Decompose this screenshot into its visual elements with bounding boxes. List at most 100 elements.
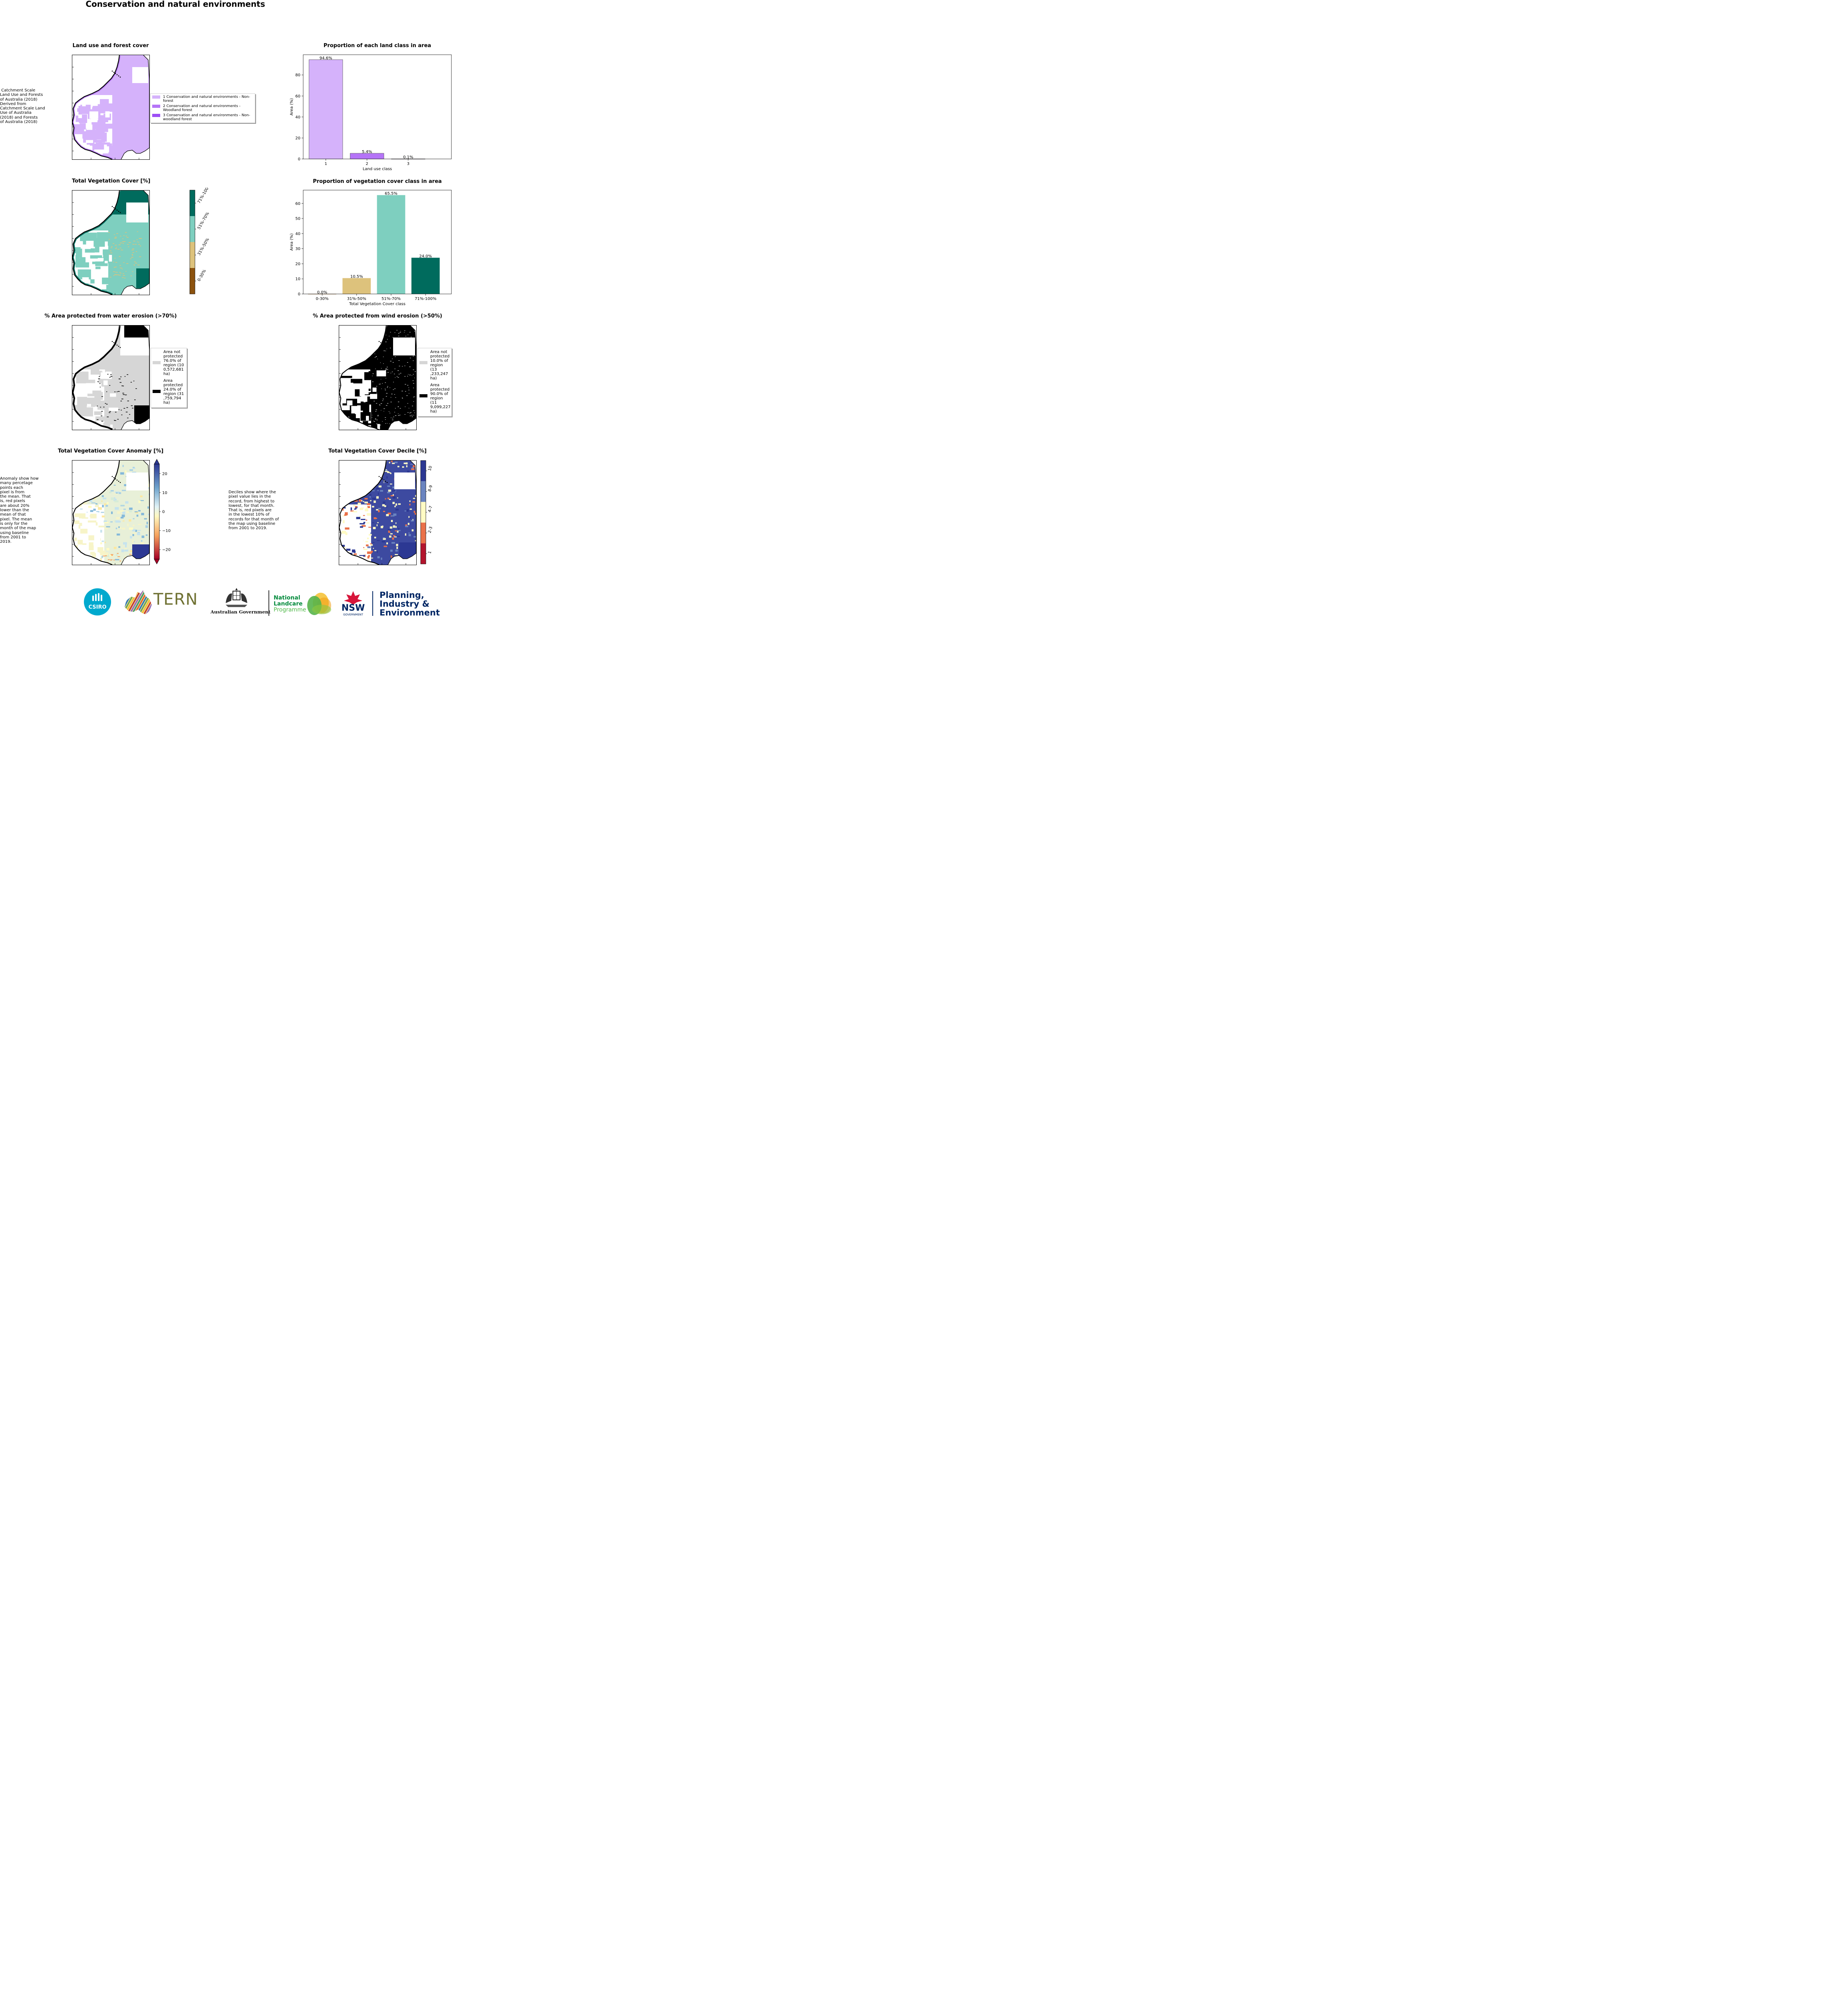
- map-unprotected-speck: [381, 368, 382, 369]
- map-decile-patch: [389, 499, 391, 500]
- map-decile-patch: [395, 554, 398, 555]
- anomaly-map: [72, 460, 150, 565]
- map-anomaly-patch: [106, 548, 109, 551]
- map-gap: [103, 380, 108, 385]
- x-tick-label: 0-30%: [316, 297, 328, 301]
- map-protected-patch: [126, 407, 128, 408]
- y-tick-label: 0: [298, 157, 300, 162]
- island: [115, 478, 116, 480]
- island: [378, 476, 380, 477]
- map-gap: [87, 404, 91, 407]
- map-protected-patch: [97, 419, 99, 420]
- map-gap: [393, 337, 415, 355]
- map-anomaly-patch: [137, 524, 142, 525]
- map-decile-patch: [345, 483, 348, 485]
- land-use-legend-item-1: 1 Conservation and natural environments …: [152, 95, 253, 103]
- map-decile-patch: [377, 489, 379, 491]
- map-patch: [341, 376, 352, 378]
- land-use-legend-item-2: 2 Conservation and natural environments …: [152, 104, 253, 112]
- map-patch: [360, 412, 371, 421]
- map-decile-patch: [372, 479, 374, 481]
- map-anomaly-patch: [78, 489, 82, 492]
- map-patch: [98, 140, 102, 145]
- x-tick-label: 31%-50%: [347, 297, 366, 301]
- map-decile-patch: [371, 550, 373, 553]
- map-decile-patch: [392, 502, 395, 504]
- map-dry-patch: [125, 232, 127, 233]
- map-decile-patch: [391, 520, 393, 522]
- map-anomaly-patch: [118, 526, 120, 528]
- map-gap: [366, 416, 369, 421]
- bar-value-label: 94.6%: [320, 56, 332, 60]
- map-decile-patch: [377, 522, 379, 523]
- coastline: [339, 326, 387, 430]
- map-decile-patch: [352, 487, 355, 489]
- map-decile-patch: [409, 500, 411, 502]
- tern-logo-text: TERN: [153, 590, 198, 609]
- map-decile-patch: [402, 466, 404, 468]
- map-protected-patch: [130, 382, 132, 383]
- map-decile-patch: [406, 509, 409, 512]
- map-decile-patch: [389, 462, 390, 464]
- map-decile-patch: [387, 471, 389, 473]
- map-decile-patch: [360, 508, 364, 510]
- map-decile-patch: [368, 479, 370, 482]
- map-anomaly-patch: [126, 511, 129, 513]
- y-tick-label: 0: [298, 292, 300, 297]
- map-protected-patch: [105, 403, 106, 404]
- map-gap: [89, 111, 99, 119]
- map-unprotected-speck: [404, 330, 405, 331]
- map-decile-patch: [355, 557, 356, 558]
- map-anomaly-patch: [141, 535, 145, 538]
- map-decile-patch: [389, 526, 393, 529]
- map-anomaly-patch: [132, 534, 134, 536]
- map-unprotected-speck: [387, 372, 389, 373]
- map-gap: [376, 370, 386, 377]
- map-anomaly-patch: [118, 546, 121, 548]
- island: [118, 75, 119, 77]
- map-unprotected-speck: [402, 397, 403, 398]
- map-anomaly-patch: [120, 516, 124, 519]
- map-decile-patch: [362, 479, 365, 481]
- map-anomaly-patch: [99, 486, 104, 489]
- colorbar-segment: [421, 522, 426, 544]
- x-tick-label: 71%-100%: [415, 297, 436, 301]
- map-decile-patch: [374, 536, 376, 538]
- map-dry-patch: [122, 241, 124, 242]
- map-low-anomaly: [127, 558, 130, 560]
- map-protected-patch: [107, 374, 109, 375]
- tern-australia-icon: [125, 590, 152, 614]
- map-anomaly-patch: [105, 505, 108, 507]
- map-anomaly-patch: [86, 492, 88, 495]
- map-patch: [86, 397, 98, 404]
- legend-label-line: protected: [430, 387, 450, 392]
- map-gap: [343, 417, 348, 423]
- island: [385, 345, 386, 347]
- landcare-line-2: Landcare: [274, 601, 303, 607]
- map-anomaly-patch: [122, 520, 125, 522]
- map-anomaly-patch: [85, 496, 87, 498]
- map-dry-patch: [123, 235, 125, 236]
- map-protected-patch: [110, 376, 113, 377]
- map-decile-patch: [384, 505, 387, 507]
- bar: [342, 278, 371, 294]
- land-class-bar-chart: Proportion of each land class in area 0 20…: [280, 40, 452, 177]
- map-patch: [86, 559, 90, 564]
- map-patch: [109, 423, 116, 426]
- map-patch: [77, 397, 87, 406]
- bar-value-label: 5.4%: [362, 150, 372, 154]
- map-anomaly-patch: [80, 471, 84, 474]
- map-patch: [82, 131, 95, 139]
- map-patch: [94, 411, 102, 415]
- map-anomaly-patch: [122, 528, 125, 530]
- map-patch: [356, 517, 360, 519]
- legend-label-line: ha): [430, 376, 437, 381]
- map-dry-patch: [125, 271, 127, 272]
- tern-logo: TERN: [123, 589, 197, 619]
- map-unprotected-speck: [395, 397, 396, 398]
- map-decile-patch: [398, 528, 400, 531]
- map-protected-patch: [132, 408, 133, 409]
- island: [116, 74, 118, 75]
- map-dry-patch: [133, 240, 135, 242]
- map-decile-patch: [377, 550, 378, 553]
